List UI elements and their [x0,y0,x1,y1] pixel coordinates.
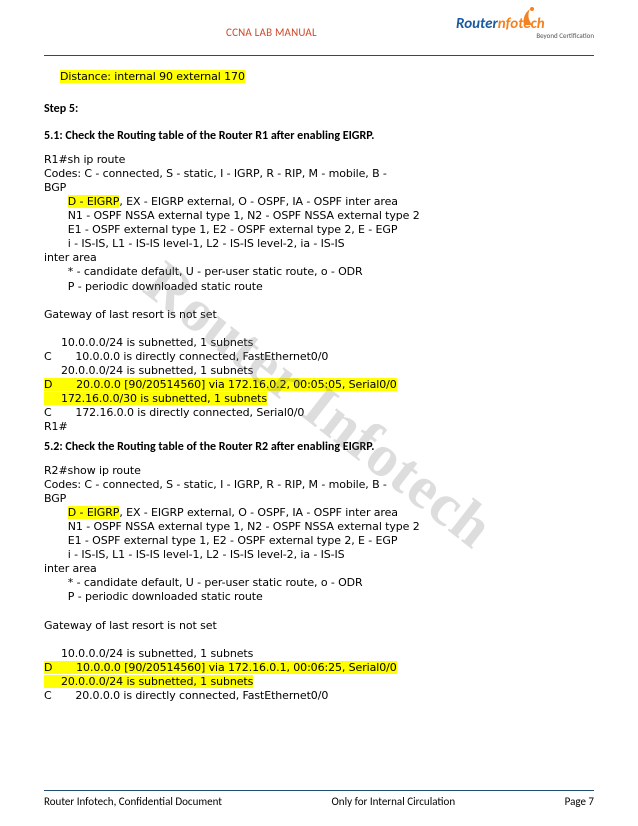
code-line: E1 - OSPF external type 1, E2 - OSPF ext… [44,223,397,236]
code-line: , EX - EIGRP external, O - OSPF, IA - OS… [119,506,398,519]
code-line: N1 - OSPF NSSA external type 1, N2 - OSP… [44,209,420,222]
code-line: Gateway of last resort is not set [44,619,217,632]
code-line: C 20.0.0.0 is directly connected, FastEt… [44,689,328,702]
section-51-heading: 5.1: Check the Routing table of the Rout… [44,129,594,144]
code-line: P - periodic downloaded static route [44,280,263,293]
code-line: BGP [44,492,66,505]
footer-center: Only for Internal Circulation [332,795,456,808]
code-line: i - IS-IS, L1 - IS-IS level-1, L2 - IS-I… [44,548,345,561]
code-hl: D 20.0.0.0 [90/20514560] via 172.16.0.2,… [44,378,397,391]
code-line: C 10.0.0.0 is directly connected, FastEt… [44,350,328,363]
code-line: E1 - OSPF external type 1, E2 - OSPF ext… [44,534,397,547]
code-line: * - candidate default, U - per-user stat… [44,265,363,278]
page-footer: Router Infotech, Confidential Document O… [44,790,594,808]
code-hl: 20.0.0.0/24 is subnetted, 1 subnets [44,675,253,688]
code-line: R1#sh ip route [44,153,125,166]
code-line: 10.0.0.0/24 is subnetted, 1 subnets [44,647,253,660]
logo-part1: Router [456,15,498,33]
code-line: Codes: C - connected, S - static, I - IG… [44,167,387,180]
distance-text: Distance: internal 90 external 170 [60,70,245,83]
logo-swoosh-icon [518,5,542,29]
code-line: N1 - OSPF NSSA external type 1, N2 - OSP… [44,520,420,533]
footer-right: Page 7 [565,795,594,808]
code-line: R1# [44,420,68,433]
page-header: CCNA LAB MANUAL Routernfotech Beyond Cer… [44,20,594,56]
r2-output: R2#show ip route Codes: C - connected, S… [44,464,594,703]
code-line: inter area [44,562,97,575]
logo: Routernfotech Beyond Certification [456,14,594,50]
code-line: 10.0.0.0/24 is subnetted, 1 subnets [44,336,253,349]
code-line: inter area [44,251,97,264]
code-line: Codes: C - connected, S - static, I - IG… [44,478,387,491]
section-52-heading: 5.2: Check the Routing table of the Rout… [44,440,594,455]
code-line: i - IS-IS, L1 - IS-IS level-1, L2 - IS-I… [44,237,345,250]
code-hl: D 10.0.0.0 [90/20514560] via 172.16.0.1,… [44,661,397,674]
code-hl: D - EIGRP [68,506,120,519]
distance-line: Distance: internal 90 external 170 [60,70,594,84]
code-line: BGP [44,181,66,194]
code-line: P - periodic downloaded static route [44,590,263,603]
step-heading: Step 5: [44,102,594,117]
page-content: Distance: internal 90 external 170 Step … [44,70,594,703]
code-line: * - candidate default, U - per-user stat… [44,576,363,589]
code-line: C 172.16.0.0 is directly connected, Seri… [44,406,304,419]
code-line: R2#show ip route [44,464,141,477]
code-line [44,506,68,519]
header-title: CCNA LAB MANUAL [226,26,317,39]
code-line: 20.0.0.0/24 is subnetted, 1 subnets [44,364,253,377]
code-hl: D - EIGRP [68,195,120,208]
code-line: Gateway of last resort is not set [44,308,217,321]
code-hl: 172.16.0.0/30 is subnetted, 1 subnets [44,392,267,405]
r1-output: R1#sh ip route Codes: C - connected, S -… [44,153,594,435]
code-line: , EX - EIGRP external, O - OSPF, IA - OS… [119,195,398,208]
code-line [44,195,68,208]
footer-left: Router Infotech, Confidential Document [44,795,222,808]
